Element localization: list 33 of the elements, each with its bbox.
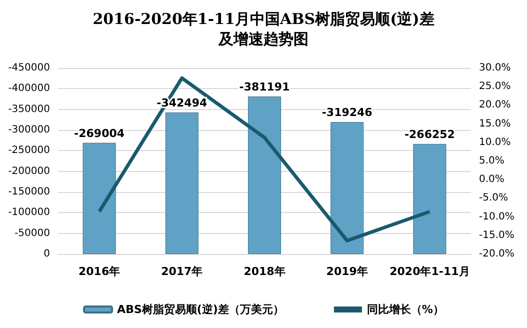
y2-tick-label: 10.0% <box>479 136 511 148</box>
data-label: -381191 <box>239 80 290 94</box>
y-tick-label: -100000 <box>8 207 50 218</box>
y2-tick-label: -5.0% <box>479 192 508 204</box>
x-tick-label: 2020年1-11月 <box>390 265 470 278</box>
x-tick-label: 2017年 <box>161 265 203 278</box>
y2-tick-label: 25.0% <box>479 81 511 92</box>
data-label: -269004 <box>74 126 125 140</box>
y2-tick-label: 30.0% <box>479 62 511 74</box>
y-tick-label: -300000 <box>8 124 50 136</box>
y-tick-label: -400000 <box>8 83 50 94</box>
data-label: -266252 <box>404 128 455 141</box>
y-tick-label: -50000 <box>14 228 50 239</box>
y-tick-label: 0 <box>44 248 50 260</box>
y2-tick-label: 0.0% <box>479 174 504 186</box>
y-tick-label: -250000 <box>8 145 50 156</box>
x-tick-label: 2019年 <box>326 265 368 278</box>
legend-label: 同比增长（%） <box>366 303 444 316</box>
y-tick-label: -200000 <box>8 166 50 177</box>
y2-tick-label: -20.0% <box>479 248 514 260</box>
y2-tick-label: -15.0% <box>479 230 514 241</box>
y-tick-label: -450000 <box>8 62 50 74</box>
y-tick-label: -150000 <box>8 186 50 198</box>
x-tick-label: 2018年 <box>244 265 286 278</box>
y2-tick-label: 20.0% <box>479 100 511 111</box>
data-label: -319246 <box>322 106 373 120</box>
chart-title: 2016-2020年1-11月中国ABS树脂贸易顺(逆)差及增速趋势图 <box>92 10 434 48</box>
legend-label: ABS树脂贸易顺(逆)差（万美元） <box>117 303 284 316</box>
x-tick-label: 2016年 <box>78 265 120 278</box>
y2-tick-label: -10.0% <box>479 211 514 222</box>
y-tick-label: -350000 <box>8 104 50 115</box>
y2-tick-label: 15.0% <box>479 118 511 130</box>
y2-tick-label: 5.0% <box>479 156 504 166</box>
